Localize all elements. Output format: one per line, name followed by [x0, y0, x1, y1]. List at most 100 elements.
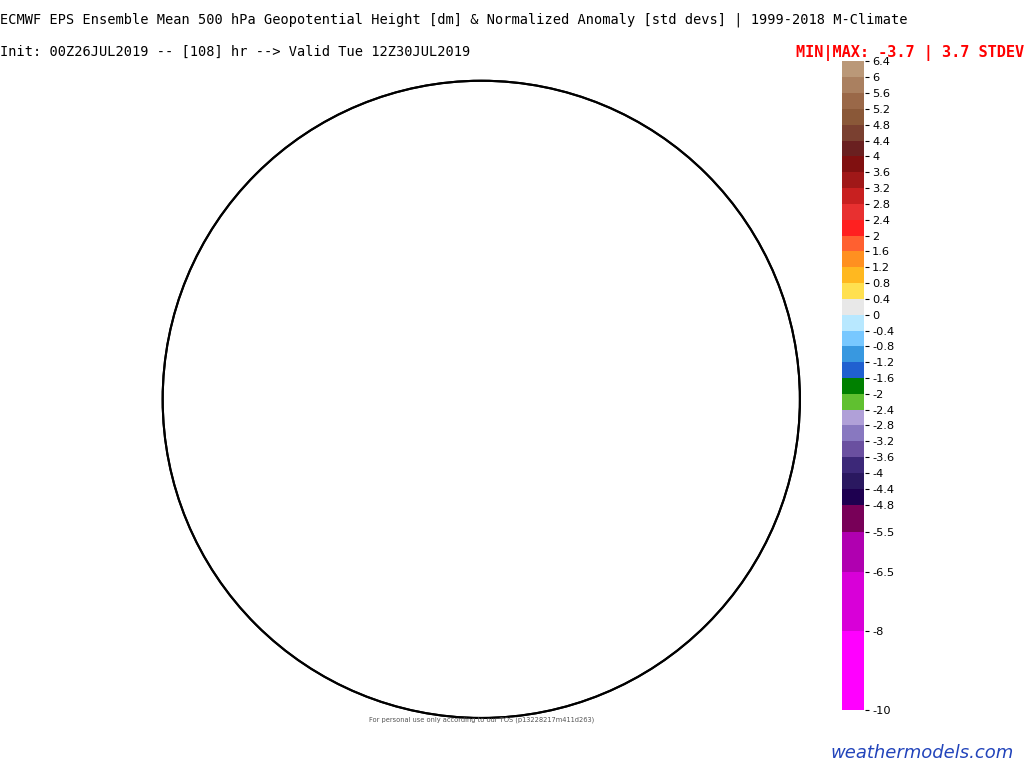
Bar	[842, 251, 864, 267]
Point	[473, 393, 489, 406]
Bar	[842, 362, 864, 378]
Point	[473, 393, 489, 406]
Text: 540: 540	[169, 79, 185, 96]
Bar	[842, 532, 864, 572]
Bar	[842, 488, 864, 505]
Point	[473, 393, 489, 406]
Text: 546: 546	[727, 120, 744, 136]
Text: 552: 552	[274, 343, 292, 358]
Bar	[842, 330, 864, 346]
Point	[473, 393, 489, 406]
Text: 540: 540	[365, 384, 382, 399]
Text: ECMWF EPS Ensemble Mean 500 hPa Geopotential Height [dm] & Normalized Anomaly [s: ECMWF EPS Ensemble Mean 500 hPa Geopoten…	[0, 13, 907, 27]
Point	[473, 393, 489, 406]
Point	[473, 393, 489, 406]
Bar	[842, 631, 864, 710]
Point	[473, 393, 489, 406]
Bar	[842, 204, 864, 220]
Point	[473, 393, 489, 406]
Point	[473, 393, 489, 406]
Point	[473, 393, 489, 406]
Point	[473, 393, 489, 406]
Point	[473, 393, 489, 406]
Bar	[842, 572, 864, 631]
Point	[473, 393, 489, 406]
Bar	[842, 505, 864, 532]
Text: 540: 540	[777, 79, 794, 95]
Bar	[842, 236, 864, 251]
Point	[473, 393, 489, 406]
Point	[473, 393, 489, 406]
Point	[473, 393, 489, 406]
PathPatch shape	[143, 61, 819, 737]
Point	[473, 393, 489, 406]
Text: 558: 558	[677, 428, 693, 445]
Point	[473, 393, 489, 406]
Point	[473, 393, 489, 406]
Text: Init: 00Z26JUL2019 -- [108] hr --> Valid Tue 12Z30JUL2019: Init: 00Z26JUL2019 -- [108] hr --> Valid…	[0, 45, 470, 59]
Point	[473, 393, 489, 406]
Point	[473, 393, 489, 406]
Bar	[842, 78, 864, 93]
Point	[473, 393, 489, 406]
Point	[473, 393, 489, 406]
Bar	[842, 394, 864, 409]
Point	[473, 393, 489, 406]
Bar	[842, 172, 864, 188]
Point	[473, 393, 489, 406]
Text: 588: 588	[515, 303, 531, 316]
Point	[473, 393, 489, 406]
Bar	[842, 93, 864, 109]
Point	[473, 393, 489, 406]
Text: 540: 540	[777, 703, 794, 720]
Text: 546: 546	[518, 492, 534, 509]
Point	[473, 393, 489, 406]
Point	[473, 393, 489, 406]
Point	[473, 393, 489, 406]
Bar	[842, 315, 864, 330]
Text: 546: 546	[692, 691, 710, 707]
Text: 540: 540	[169, 703, 185, 720]
Bar	[842, 299, 864, 315]
Text: 570: 570	[610, 232, 627, 249]
Text: weathermodels.com: weathermodels.com	[830, 743, 1014, 762]
Point	[473, 393, 489, 406]
Point	[473, 393, 489, 406]
Point	[473, 393, 489, 406]
Bar	[842, 346, 864, 362]
Bar	[842, 157, 864, 172]
Bar	[842, 109, 864, 124]
Text: 552: 552	[473, 518, 489, 535]
Bar	[842, 267, 864, 283]
Bar	[842, 457, 864, 473]
Point	[473, 393, 489, 406]
Point	[473, 393, 489, 406]
Bar	[842, 283, 864, 299]
Point	[473, 393, 489, 406]
Point	[473, 393, 489, 406]
Point	[473, 393, 489, 406]
FancyBboxPatch shape	[47, 0, 915, 768]
Point	[473, 393, 489, 406]
Text: 558: 558	[423, 519, 435, 535]
Point	[473, 393, 489, 406]
Point	[473, 393, 489, 406]
Bar	[842, 61, 864, 78]
Point	[473, 393, 489, 406]
Point	[473, 393, 489, 406]
Point	[473, 393, 489, 406]
Point	[473, 393, 489, 406]
Point	[473, 393, 489, 406]
Bar	[842, 442, 864, 457]
Text: 582: 582	[571, 247, 588, 264]
Point	[473, 393, 489, 406]
Text: MIN|MAX: -3.7 | 3.7 STDEV: MIN|MAX: -3.7 | 3.7 STDEV	[796, 45, 1024, 61]
Point	[473, 393, 489, 406]
Text: 564: 564	[424, 316, 438, 333]
Text: 576: 576	[601, 251, 617, 269]
Point	[473, 393, 489, 406]
Point	[473, 393, 489, 406]
Point	[473, 393, 489, 406]
Bar	[842, 124, 864, 141]
Text: 546: 546	[253, 91, 270, 108]
